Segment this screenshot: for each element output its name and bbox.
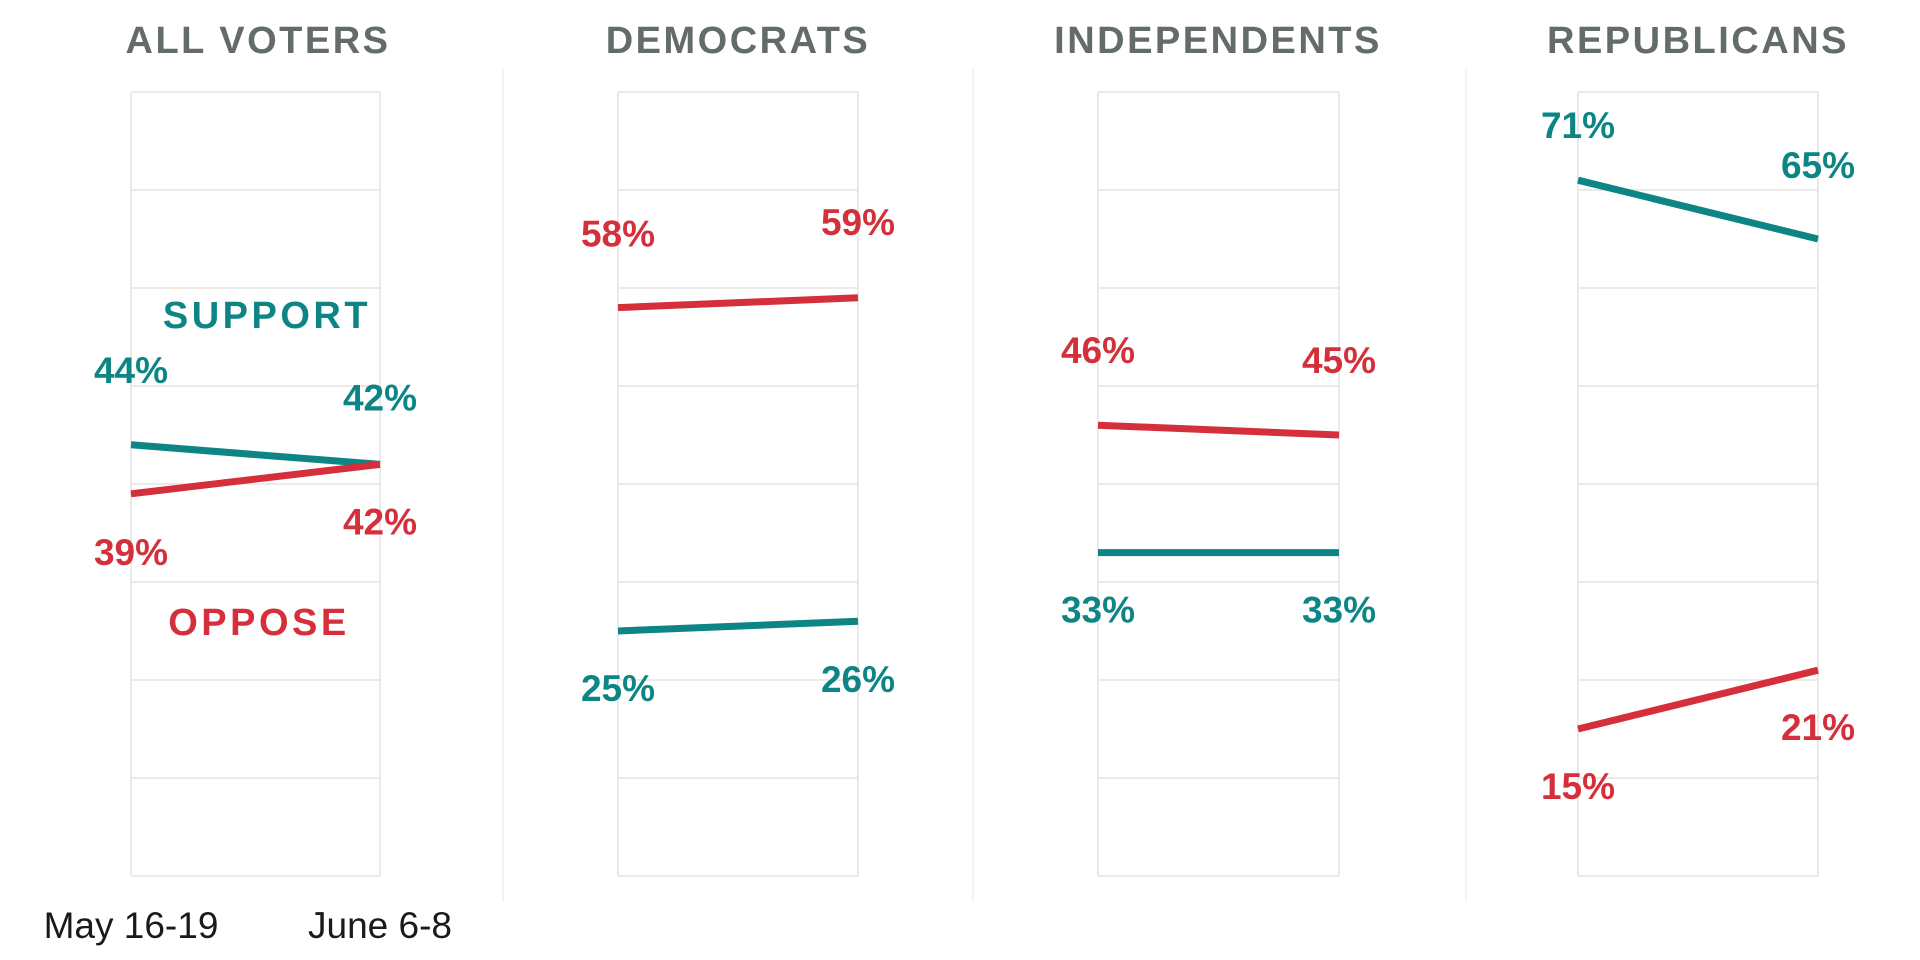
series-line-oppose xyxy=(617,294,859,312)
panel-title-1: DEMOCRATS xyxy=(606,20,871,62)
data-label-support: 33% xyxy=(1061,590,1135,631)
data-label-support: 42% xyxy=(343,377,417,418)
panel-title-0: ALL VOTERS xyxy=(126,20,391,62)
data-label-support: 33% xyxy=(1302,590,1376,631)
data-label-oppose: 45% xyxy=(1302,340,1376,381)
data-label-support: 71% xyxy=(1541,105,1615,146)
x-tick-label: May 16-19 xyxy=(44,905,219,946)
data-label-oppose: 46% xyxy=(1061,330,1135,371)
data-label-oppose: 15% xyxy=(1541,766,1615,807)
series-line-oppose xyxy=(1577,666,1819,733)
data-label-support: 65% xyxy=(1781,145,1855,186)
data-label-oppose: 42% xyxy=(343,501,417,542)
data-label-support: 44% xyxy=(94,350,168,391)
series-line-support xyxy=(1577,176,1819,243)
data-label-support: 25% xyxy=(581,668,655,709)
data-label-oppose: 59% xyxy=(821,202,895,243)
series-line-oppose xyxy=(130,460,381,498)
data-label-oppose: 58% xyxy=(581,214,655,255)
x-tick-label: June 6-8 xyxy=(308,905,452,946)
panel-title-3: REPUBLICANS xyxy=(1547,20,1849,62)
series-name-oppose: OPPOSE xyxy=(168,602,350,644)
series-line-support xyxy=(130,441,381,468)
panel-title-2: INDEPENDENTS xyxy=(1054,20,1382,62)
series-line-support xyxy=(617,617,859,635)
data-label-support: 26% xyxy=(821,659,895,700)
series-line-oppose xyxy=(1097,421,1340,439)
series-name-support: SUPPORT xyxy=(163,295,371,337)
data-label-oppose: 39% xyxy=(94,532,168,573)
data-label-oppose: 21% xyxy=(1781,707,1855,748)
